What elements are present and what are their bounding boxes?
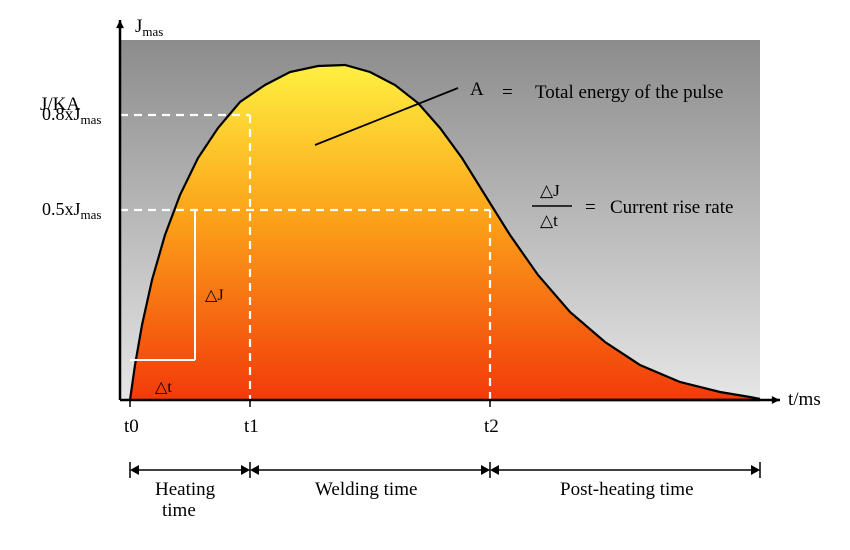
label-t1: t1 [244, 416, 259, 437]
label-0.8Jmas: 0.8xJmas [42, 104, 101, 127]
label-frac-bot: △t [540, 211, 558, 230]
label-dt: △t [155, 379, 172, 396]
x-axis-arrow [772, 396, 780, 404]
label-welding: Welding time [315, 479, 417, 500]
pulse-energy-diagram: J/KAJmas0.8xJmas0.5xJmas△J△tA=Total ener… [0, 0, 850, 550]
label-t0: t0 [124, 416, 139, 437]
label-heating: Heating [155, 479, 216, 500]
label-Jmas: Jmas [135, 16, 163, 39]
dim-post-ra [751, 465, 760, 475]
label-frac-top: △J [540, 181, 560, 200]
label-rate-eq: = [585, 197, 596, 218]
dim-post-la [490, 465, 499, 475]
label-heating2: time [162, 500, 196, 521]
dim-welding-la [250, 465, 259, 475]
label-post: Post-heating time [560, 479, 694, 500]
label-A-desc: Total energy of the pulse [535, 82, 723, 103]
label-0.5Jmas: 0.5xJmas [42, 199, 101, 222]
dim-welding-ra [481, 465, 490, 475]
label-rate-desc: Current rise rate [610, 197, 733, 218]
dim-heating-la [130, 465, 139, 475]
label-A: A [470, 79, 484, 100]
label-t2: t2 [484, 416, 499, 437]
label-dJ: △J [205, 287, 224, 304]
dim-heating-ra [241, 465, 250, 475]
y-axis-arrow [116, 20, 124, 28]
label-A-eq: = [502, 82, 513, 103]
label-x-axis: t/ms [788, 389, 821, 410]
